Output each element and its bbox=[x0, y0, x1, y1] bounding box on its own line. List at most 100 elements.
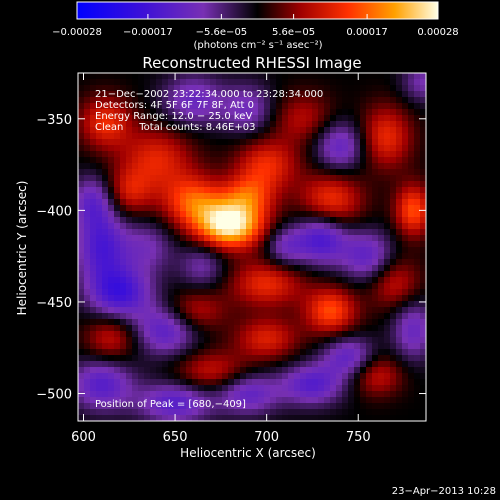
heatmap-cell bbox=[306, 349, 313, 356]
heatmap-cell bbox=[234, 391, 241, 398]
heatmap-cell bbox=[216, 289, 223, 296]
plot-area: 600 650 700 750−350−400−450−500 bbox=[36, 72, 427, 445]
heatmap-cell bbox=[156, 241, 163, 248]
heatmap-cell bbox=[252, 169, 259, 176]
heatmap-cell bbox=[348, 121, 355, 128]
heatmap-cell bbox=[342, 73, 349, 80]
heatmap-cell bbox=[126, 373, 133, 380]
heatmap-cell bbox=[96, 193, 103, 200]
heatmap-cell bbox=[378, 337, 385, 344]
heatmap-cell bbox=[330, 163, 337, 170]
heatmap-cell bbox=[240, 277, 247, 284]
heatmap-cell bbox=[348, 385, 355, 392]
heatmap-cell bbox=[84, 289, 91, 296]
heatmap-cell bbox=[156, 337, 163, 344]
heatmap-cell bbox=[324, 109, 331, 116]
heatmap-cell bbox=[78, 295, 85, 302]
heatmap-cell bbox=[258, 181, 265, 188]
heatmap-cell bbox=[234, 121, 241, 128]
heatmap-cell bbox=[294, 151, 301, 158]
heatmap-cell bbox=[222, 241, 229, 248]
heatmap-cell bbox=[78, 103, 85, 110]
heatmap-cell bbox=[420, 205, 426, 212]
heatmap-cell bbox=[168, 199, 175, 206]
heatmap-cell bbox=[78, 301, 85, 308]
heatmap-cell bbox=[252, 283, 259, 290]
heatmap-cell bbox=[372, 73, 379, 80]
heatmap-cell bbox=[96, 241, 103, 248]
heatmap-cell bbox=[384, 97, 391, 104]
heatmap-cell bbox=[246, 211, 253, 218]
heatmap-cell bbox=[144, 265, 151, 272]
heatmap-cell bbox=[144, 211, 151, 218]
heatmap-cell bbox=[300, 325, 307, 332]
heatmap-cell bbox=[246, 409, 253, 416]
heatmap-cell bbox=[306, 271, 313, 278]
heatmap-cell bbox=[144, 391, 151, 398]
heatmap-cell bbox=[384, 397, 391, 404]
heatmap-cell bbox=[240, 409, 247, 416]
x-tick-label: 700 bbox=[254, 430, 279, 445]
heatmap-cell bbox=[252, 385, 259, 392]
heatmap-cell bbox=[330, 127, 337, 134]
heatmap-cell bbox=[222, 307, 229, 314]
heatmap-cell bbox=[150, 157, 157, 164]
heatmap-cell bbox=[78, 409, 85, 416]
heatmap-cell bbox=[144, 163, 151, 170]
heatmap-cell bbox=[78, 181, 85, 188]
heatmap-cell bbox=[348, 229, 355, 236]
heatmap-cell bbox=[294, 79, 301, 86]
heatmap-cell bbox=[414, 283, 421, 290]
heatmap-cell bbox=[288, 211, 295, 218]
heatmap-cell bbox=[192, 133, 199, 140]
heatmap-cell bbox=[150, 109, 157, 116]
heatmap-cell bbox=[414, 151, 421, 158]
heatmap-cell bbox=[150, 391, 157, 398]
heatmap-cell bbox=[396, 415, 403, 421]
heatmap-cell bbox=[198, 103, 205, 110]
heatmap-cell bbox=[198, 409, 205, 416]
heatmap-cell bbox=[396, 133, 403, 140]
heatmap-cell bbox=[186, 79, 193, 86]
heatmap-cell bbox=[258, 175, 265, 182]
heatmap-cell bbox=[294, 157, 301, 164]
heatmap-cell bbox=[414, 229, 421, 236]
heatmap-cell bbox=[306, 121, 313, 128]
heatmap-cell bbox=[294, 175, 301, 182]
heatmap-cell bbox=[192, 295, 199, 302]
heatmap-cell bbox=[282, 253, 289, 260]
heatmap-cell bbox=[114, 175, 121, 182]
heatmap-cell bbox=[228, 91, 235, 98]
heatmap-cell bbox=[288, 247, 295, 254]
heatmap-cell bbox=[294, 229, 301, 236]
heatmap-cell bbox=[282, 91, 289, 98]
heatmap-cell bbox=[192, 223, 199, 230]
heatmap-cell bbox=[186, 223, 193, 230]
heatmap-cell bbox=[78, 283, 85, 290]
heatmap-cell bbox=[264, 73, 271, 80]
heatmap-cell bbox=[336, 391, 343, 398]
heatmap-cell bbox=[210, 355, 217, 362]
heatmap-cell bbox=[204, 193, 211, 200]
heatmap-cell bbox=[294, 349, 301, 356]
heatmap-cell bbox=[420, 187, 426, 194]
heatmap-cell bbox=[420, 73, 426, 80]
heatmap-cell bbox=[354, 199, 361, 206]
heatmap-cell bbox=[108, 91, 115, 98]
heatmap-cell bbox=[366, 151, 373, 158]
heatmap-cell bbox=[294, 265, 301, 272]
heatmap-cell bbox=[252, 379, 259, 386]
heatmap-cell bbox=[276, 115, 283, 122]
y-tick-label: −400 bbox=[36, 204, 72, 219]
heatmap-cell bbox=[126, 217, 133, 224]
heatmap-cell bbox=[318, 301, 325, 308]
heatmap-cell bbox=[402, 187, 409, 194]
heatmap-cell bbox=[246, 415, 253, 421]
heatmap-cell bbox=[312, 367, 319, 374]
heatmap-cell bbox=[228, 175, 235, 182]
heatmap-cell bbox=[186, 91, 193, 98]
heatmap-cell bbox=[408, 337, 415, 344]
heatmap-cell bbox=[270, 73, 277, 80]
heatmap-cell bbox=[414, 349, 421, 356]
heatmap-cell bbox=[348, 187, 355, 194]
